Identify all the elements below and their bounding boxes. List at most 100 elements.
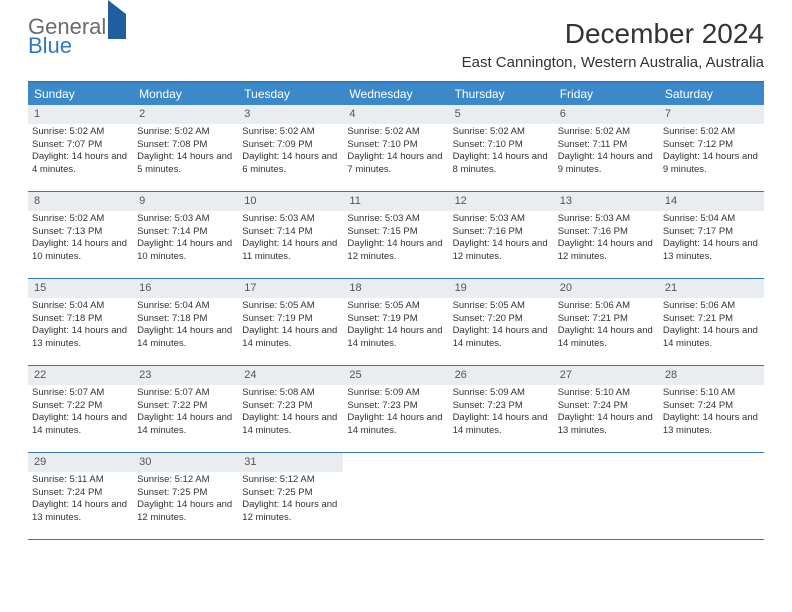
day-cell: 28Sunrise: 5:10 AMSunset: 7:24 PMDayligh… xyxy=(659,366,764,452)
daylight-line: Daylight: 14 hours and 14 minutes. xyxy=(137,325,234,351)
daylight-line: Daylight: 14 hours and 7 minutes. xyxy=(347,151,444,177)
day-body: Sunrise: 5:05 AMSunset: 7:19 PMDaylight:… xyxy=(238,298,343,355)
day-number: 9 xyxy=(133,192,238,211)
day-number: 12 xyxy=(449,192,554,211)
sunset-line: Sunset: 7:24 PM xyxy=(32,487,129,500)
sunrise-line: Sunrise: 5:05 AM xyxy=(453,300,550,313)
day-body: Sunrise: 5:12 AMSunset: 7:25 PMDaylight:… xyxy=(238,472,343,529)
day-body: Sunrise: 5:03 AMSunset: 7:16 PMDaylight:… xyxy=(449,211,554,268)
day-cell: 12Sunrise: 5:03 AMSunset: 7:16 PMDayligh… xyxy=(449,192,554,278)
daylight-line: Daylight: 14 hours and 14 minutes. xyxy=(32,412,129,438)
location: East Cannington, Western Australia, Aust… xyxy=(462,54,764,71)
day-number: 10 xyxy=(238,192,343,211)
daylight-line: Daylight: 14 hours and 4 minutes. xyxy=(32,151,129,177)
day-body: Sunrise: 5:02 AMSunset: 7:11 PMDaylight:… xyxy=(554,124,659,181)
day-number: 22 xyxy=(28,366,133,385)
day-cell: 27Sunrise: 5:10 AMSunset: 7:24 PMDayligh… xyxy=(554,366,659,452)
title-block: December 2024 East Cannington, Western A… xyxy=(462,18,764,71)
daylight-line: Daylight: 14 hours and 8 minutes. xyxy=(453,151,550,177)
day-number: 16 xyxy=(133,279,238,298)
day-number: 26 xyxy=(449,366,554,385)
day-cell: . xyxy=(449,453,554,539)
week-row: 1Sunrise: 5:02 AMSunset: 7:07 PMDaylight… xyxy=(28,105,764,192)
day-number: 17 xyxy=(238,279,343,298)
day-number: 4 xyxy=(343,105,448,124)
day-body: Sunrise: 5:07 AMSunset: 7:22 PMDaylight:… xyxy=(133,385,238,442)
sunrise-line: Sunrise: 5:02 AM xyxy=(137,126,234,139)
daylight-line: Daylight: 14 hours and 6 minutes. xyxy=(242,151,339,177)
day-body: Sunrise: 5:04 AMSunset: 7:17 PMDaylight:… xyxy=(659,211,764,268)
day-cell: 10Sunrise: 5:03 AMSunset: 7:14 PMDayligh… xyxy=(238,192,343,278)
sunset-line: Sunset: 7:16 PM xyxy=(558,226,655,239)
daylight-line: Daylight: 14 hours and 13 minutes. xyxy=(32,499,129,525)
day-cell: 3Sunrise: 5:02 AMSunset: 7:09 PMDaylight… xyxy=(238,105,343,191)
daylight-line: Daylight: 14 hours and 14 minutes. xyxy=(242,412,339,438)
day-number: 25 xyxy=(343,366,448,385)
day-body: Sunrise: 5:03 AMSunset: 7:14 PMDaylight:… xyxy=(238,211,343,268)
daylight-line: Daylight: 14 hours and 14 minutes. xyxy=(242,325,339,351)
sunset-line: Sunset: 7:21 PM xyxy=(663,313,760,326)
day-cell: 7Sunrise: 5:02 AMSunset: 7:12 PMDaylight… xyxy=(659,105,764,191)
sunrise-line: Sunrise: 5:06 AM xyxy=(558,300,655,313)
day-number: 3 xyxy=(238,105,343,124)
day-cell: 1Sunrise: 5:02 AMSunset: 7:07 PMDaylight… xyxy=(28,105,133,191)
day-body: Sunrise: 5:02 AMSunset: 7:08 PMDaylight:… xyxy=(133,124,238,181)
sunrise-line: Sunrise: 5:03 AM xyxy=(242,213,339,226)
day-body: Sunrise: 5:04 AMSunset: 7:18 PMDaylight:… xyxy=(28,298,133,355)
week-row: 29Sunrise: 5:11 AMSunset: 7:24 PMDayligh… xyxy=(28,453,764,540)
dow-cell: Thursday xyxy=(449,83,554,105)
day-body: Sunrise: 5:09 AMSunset: 7:23 PMDaylight:… xyxy=(343,385,448,442)
daylight-line: Daylight: 14 hours and 14 minutes. xyxy=(453,325,550,351)
week-row: 22Sunrise: 5:07 AMSunset: 7:22 PMDayligh… xyxy=(28,366,764,453)
day-cell: . xyxy=(659,453,764,539)
day-number: 14 xyxy=(659,192,764,211)
sunrise-line: Sunrise: 5:03 AM xyxy=(558,213,655,226)
logo-triangle-icon xyxy=(108,0,126,39)
sunset-line: Sunset: 7:20 PM xyxy=(453,313,550,326)
week-row: 8Sunrise: 5:02 AMSunset: 7:13 PMDaylight… xyxy=(28,192,764,279)
day-number: 27 xyxy=(554,366,659,385)
day-cell: 2Sunrise: 5:02 AMSunset: 7:08 PMDaylight… xyxy=(133,105,238,191)
daylight-line: Daylight: 14 hours and 13 minutes. xyxy=(663,238,760,264)
dow-cell: Wednesday xyxy=(343,83,448,105)
sunrise-line: Sunrise: 5:07 AM xyxy=(32,387,129,400)
sunrise-line: Sunrise: 5:04 AM xyxy=(663,213,760,226)
day-cell: 25Sunrise: 5:09 AMSunset: 7:23 PMDayligh… xyxy=(343,366,448,452)
sunset-line: Sunset: 7:07 PM xyxy=(32,139,129,152)
sunrise-line: Sunrise: 5:03 AM xyxy=(347,213,444,226)
sunrise-line: Sunrise: 5:03 AM xyxy=(137,213,234,226)
day-number: 28 xyxy=(659,366,764,385)
sunset-line: Sunset: 7:19 PM xyxy=(347,313,444,326)
day-number: 2 xyxy=(133,105,238,124)
sunrise-line: Sunrise: 5:10 AM xyxy=(663,387,760,400)
day-cell: 16Sunrise: 5:04 AMSunset: 7:18 PMDayligh… xyxy=(133,279,238,365)
sunrise-line: Sunrise: 5:09 AM xyxy=(347,387,444,400)
day-number: 19 xyxy=(449,279,554,298)
day-cell: 4Sunrise: 5:02 AMSunset: 7:10 PMDaylight… xyxy=(343,105,448,191)
day-cell: 31Sunrise: 5:12 AMSunset: 7:25 PMDayligh… xyxy=(238,453,343,539)
day-number: 30 xyxy=(133,453,238,472)
day-number: 6 xyxy=(554,105,659,124)
day-cell: 15Sunrise: 5:04 AMSunset: 7:18 PMDayligh… xyxy=(28,279,133,365)
day-number: 15 xyxy=(28,279,133,298)
day-body: Sunrise: 5:02 AMSunset: 7:10 PMDaylight:… xyxy=(449,124,554,181)
sunrise-line: Sunrise: 5:02 AM xyxy=(558,126,655,139)
daylight-line: Daylight: 14 hours and 5 minutes. xyxy=(137,151,234,177)
day-body: Sunrise: 5:06 AMSunset: 7:21 PMDaylight:… xyxy=(554,298,659,355)
day-number: 5 xyxy=(449,105,554,124)
day-cell: 14Sunrise: 5:04 AMSunset: 7:17 PMDayligh… xyxy=(659,192,764,278)
day-body: Sunrise: 5:02 AMSunset: 7:10 PMDaylight:… xyxy=(343,124,448,181)
dow-cell: Tuesday xyxy=(238,83,343,105)
day-cell: 8Sunrise: 5:02 AMSunset: 7:13 PMDaylight… xyxy=(28,192,133,278)
sunset-line: Sunset: 7:10 PM xyxy=(453,139,550,152)
sunrise-line: Sunrise: 5:10 AM xyxy=(558,387,655,400)
sunrise-line: Sunrise: 5:04 AM xyxy=(137,300,234,313)
day-cell: 24Sunrise: 5:08 AMSunset: 7:23 PMDayligh… xyxy=(238,366,343,452)
day-number: 24 xyxy=(238,366,343,385)
day-number: 18 xyxy=(343,279,448,298)
weeks-container: 1Sunrise: 5:02 AMSunset: 7:07 PMDaylight… xyxy=(28,105,764,540)
daylight-line: Daylight: 14 hours and 10 minutes. xyxy=(32,238,129,264)
sunset-line: Sunset: 7:18 PM xyxy=(32,313,129,326)
day-number: 13 xyxy=(554,192,659,211)
sunset-line: Sunset: 7:13 PM xyxy=(32,226,129,239)
